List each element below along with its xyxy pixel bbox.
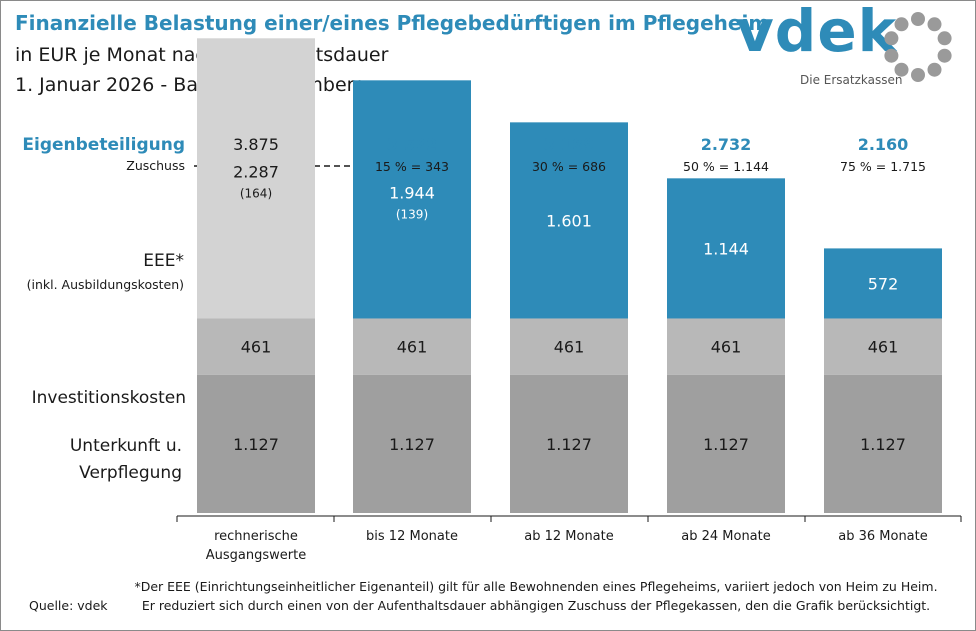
logo-dot xyxy=(937,31,952,46)
x-tick-label: bis 12 Monate xyxy=(366,529,458,544)
bar-eee xyxy=(667,178,785,319)
value-label-unterkunft: 1.127 xyxy=(860,435,906,454)
logo-tagline: Die Ersatzkassen xyxy=(800,73,903,87)
value-label-eee: 572 xyxy=(868,274,899,293)
eigenbeteiligung-label: Eigenbeteiligung xyxy=(22,135,185,155)
eigenbeteiligung-value: 3.532 xyxy=(387,135,438,154)
row-label-eee-note: (inkl. Ausbildungskosten) xyxy=(27,277,184,292)
bar-unterkunft xyxy=(510,374,628,513)
eigenbeteiligung-value: 3.875 xyxy=(233,135,279,154)
zuschuss-value: 75 % = 1.715 xyxy=(840,159,926,174)
x-tick-label: ab 24 Monate xyxy=(681,529,771,544)
x-tick-label: ab 12 Monate xyxy=(524,529,614,544)
footnote-line-1: *Der EEE (Einrichtungseinheitlicher Eige… xyxy=(134,579,938,594)
eigenbeteiligung-value: 2.732 xyxy=(701,135,752,154)
logo-dot xyxy=(884,48,899,63)
logo-dot xyxy=(927,17,942,32)
bar-investition xyxy=(197,318,315,375)
logo-dot xyxy=(937,48,952,63)
stacked-bar-chart: Investitionskosten Unterkunft u. Verpflegu… xyxy=(22,38,962,563)
value-label-unterkunft: 1.127 xyxy=(546,435,592,454)
row-label-unterkunft-2: Verpflegung xyxy=(79,463,182,483)
value-label-unterkunft: 1.127 xyxy=(703,435,749,454)
logo-dot xyxy=(894,17,909,32)
bar-unterkunft xyxy=(667,374,785,513)
logo-dots-icon xyxy=(884,12,952,82)
bar-investition xyxy=(353,318,471,375)
eigenbeteiligung-value: 2.160 xyxy=(858,135,909,154)
bar-unterkunft xyxy=(197,374,315,513)
logo-dot xyxy=(894,62,909,77)
row-label-eee: EEE* xyxy=(143,251,184,271)
value-sublabel-eee: (164) xyxy=(240,186,272,200)
value-label-eee: 1.944 xyxy=(389,183,435,202)
source-note: Quelle: vdek xyxy=(29,598,108,613)
logo-dot xyxy=(884,31,899,46)
value-label-investition: 461 xyxy=(868,338,899,357)
bar-investition xyxy=(510,318,628,375)
chart-title: Finanzielle Belastung einer/eines Pflege… xyxy=(15,11,770,35)
value-label-eee: 2.287 xyxy=(233,162,279,181)
zuschuss-value: 30 % = 686 xyxy=(532,159,606,174)
logo-dot xyxy=(911,12,925,26)
bar-eee xyxy=(197,38,315,319)
logo-dot xyxy=(911,68,925,82)
bar-investition xyxy=(824,318,942,375)
value-label-investition: 461 xyxy=(554,338,585,357)
bar-unterkunft xyxy=(824,374,942,513)
bar-eee xyxy=(353,80,471,319)
logo-dot xyxy=(927,62,942,77)
zuschuss-value: 50 % = 1.144 xyxy=(683,159,769,174)
zuschuss-label: Zuschuss xyxy=(126,158,185,173)
bar-unterkunft xyxy=(353,374,471,513)
logo-wordmark: vdek xyxy=(736,0,898,65)
vdek-logo: vdek Die Ersatzkassen xyxy=(736,0,961,93)
value-label-eee: 1.601 xyxy=(546,211,592,230)
footnote: *Der EEE (Einrichtungseinheitlicher Eige… xyxy=(121,577,951,615)
bar-investition xyxy=(667,318,785,375)
bar-eee xyxy=(824,248,942,319)
zuschuss-value: 15 % = 343 xyxy=(375,159,449,174)
row-label-investition: Investitionskosten xyxy=(32,388,186,408)
footnote-line-2: Er reduziert sich durch einen von der Au… xyxy=(141,598,931,613)
bar-eee xyxy=(510,122,628,319)
value-sublabel-eee: (139) xyxy=(396,207,428,221)
eigenbeteiligung-value: 3.189 xyxy=(544,135,595,154)
x-tick-label: rechnerische xyxy=(214,529,298,544)
value-label-investition: 461 xyxy=(397,338,428,357)
value-label-unterkunft: 1.127 xyxy=(389,435,435,454)
value-label-investition: 461 xyxy=(241,338,272,357)
x-tick-label: Ausgangswerte xyxy=(206,548,306,563)
value-label-eee: 1.144 xyxy=(703,239,749,258)
value-label-unterkunft: 1.127 xyxy=(233,435,279,454)
x-tick-label: ab 36 Monate xyxy=(838,529,928,544)
value-label-investition: 461 xyxy=(711,338,742,357)
row-label-unterkunft-1: Unterkunft u. xyxy=(70,436,182,456)
